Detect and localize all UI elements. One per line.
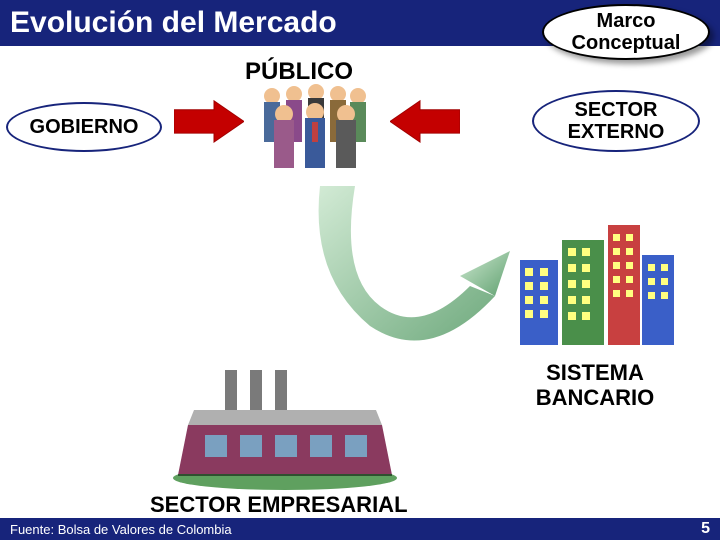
page-number: 5 bbox=[701, 520, 710, 538]
people-group-icon bbox=[250, 82, 380, 174]
buildings-icon bbox=[510, 220, 680, 350]
source-text: Fuente: Bolsa de Valores de Colombia bbox=[10, 522, 232, 537]
footer-bar: Fuente: Bolsa de Valores de Colombia 5 bbox=[0, 518, 720, 540]
sector-externo-node: SECTOR EXTERNO bbox=[532, 90, 700, 152]
sector-empresarial-label: SECTOR EMPRESARIAL bbox=[150, 492, 408, 518]
curved-arrow-icon bbox=[300, 176, 520, 366]
gobierno-node: GOBIERNO bbox=[6, 102, 162, 152]
marco-conceptual-badge: Marco Conceptual bbox=[542, 4, 710, 60]
sistema-bancario-label: SISTEMA BANCARIO bbox=[500, 360, 690, 411]
factory-icon bbox=[170, 370, 400, 490]
arrow-left-icon bbox=[390, 99, 460, 152]
arrow-right-icon bbox=[174, 99, 244, 152]
